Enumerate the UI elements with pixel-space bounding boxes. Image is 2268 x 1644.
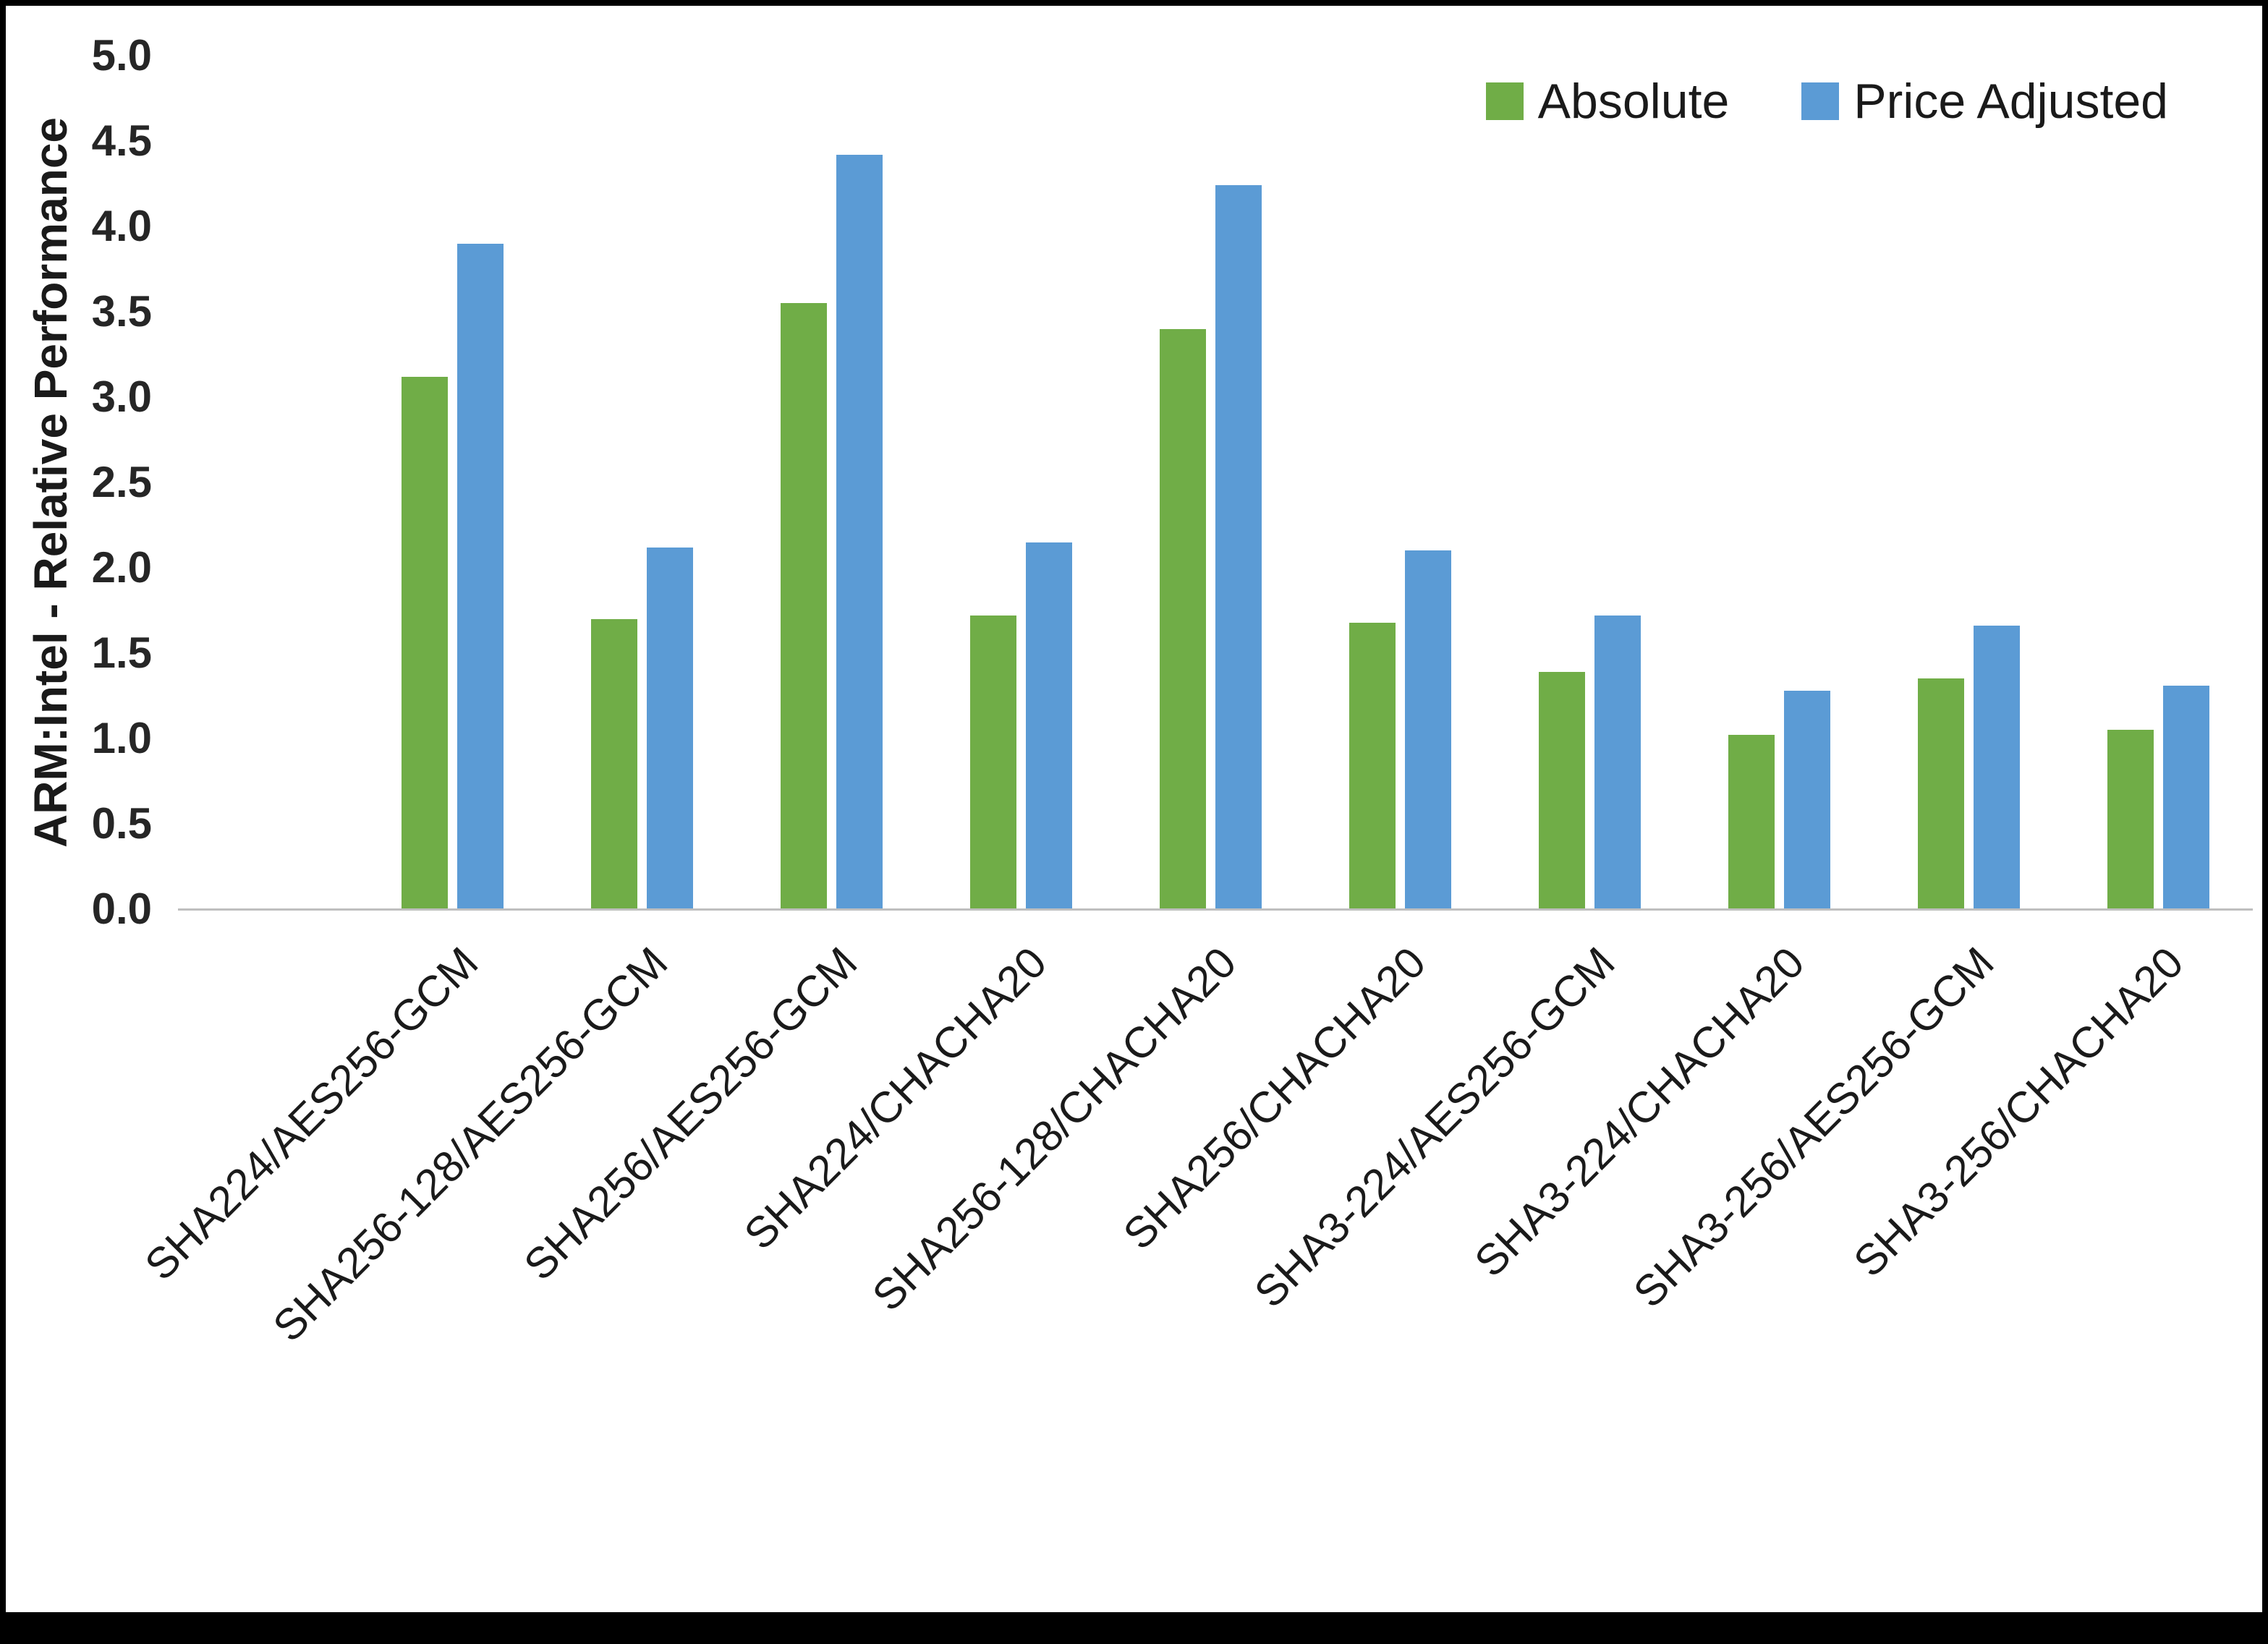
bar-absolute: [1917, 678, 1964, 909]
y-axis-ticks: 5.0 4.5 4.0 3.5 3.0 2.5 2.0 1.5 1.0 0.5 0.0: [6, 34, 152, 931]
x-axis-labels: SHA224/AES256-GCM SHA256-128/AES256-GCM SH…: [135, 926, 2253, 1612]
y-tick-label: 1.0: [91, 714, 152, 762]
y-tick-label: 4.5: [91, 116, 152, 165]
bar-group: [1874, 56, 2063, 909]
bar-group: [1116, 56, 1305, 909]
y-tick-label: 3.0: [91, 372, 152, 421]
x-label-cell: SHA224/CHACHA20: [735, 926, 1116, 1612]
bar-absolute: [780, 303, 827, 909]
bar-absolute: [1728, 735, 1775, 909]
bar-price-adjusted: [1404, 550, 1451, 909]
bar-price-adjusted: [1973, 626, 2020, 909]
bar-price-adjusted: [456, 243, 504, 909]
y-tick-label: 3.5: [91, 287, 152, 336]
plot-area: [178, 56, 2253, 911]
legend-swatch-icon: [1801, 82, 1840, 120]
y-tick-label: 0.5: [91, 799, 152, 848]
x-label-cell: SHA224/AES256-GCM: [135, 926, 547, 1612]
y-tick-label: 5.0: [91, 31, 152, 80]
bar-group: [357, 56, 547, 909]
bar-price-adjusted: [836, 154, 883, 909]
bar-price-adjusted: [1594, 616, 1641, 909]
x-label-cell: SHA3-256/CHACHA20: [1845, 926, 2253, 1612]
bar-absolute: [1159, 328, 1206, 909]
x-label-cell: SHA3-224/CHACHA20: [1466, 926, 1874, 1612]
bar-price-adjusted: [646, 547, 693, 909]
bar-price-adjusted: [1025, 542, 1072, 909]
bar-group: [926, 56, 1116, 909]
bar-group: [1305, 56, 1495, 909]
x-axis-line: [178, 908, 2253, 911]
y-tick-label: 2.5: [91, 458, 152, 506]
legend-label: Price Adjusted: [1853, 74, 2168, 129]
bar-group: [2063, 56, 2253, 909]
legend-label: Absolute: [1537, 74, 1730, 129]
bar-absolute: [401, 376, 448, 909]
bar-absolute: [2107, 730, 2154, 909]
y-tick-label: 1.5: [91, 629, 152, 677]
bar-price-adjusted: [1783, 690, 1830, 909]
bar-group: [547, 56, 736, 909]
x-label-cell: SHA256/CHACHA20: [1114, 926, 1495, 1612]
y-tick-label: 0.0: [91, 885, 152, 933]
bar-absolute: [590, 618, 637, 909]
legend: Absolute Price Adjusted: [1485, 74, 2168, 129]
bars-container: [357, 56, 2253, 909]
bar-absolute: [969, 616, 1016, 909]
bar-group: [1495, 56, 1684, 909]
y-tick-label: 2.0: [91, 543, 152, 592]
legend-item: Price Adjusted: [1801, 77, 2168, 126]
x-label-cell: SHA256-128/AES256-GCM: [263, 926, 736, 1612]
bar-price-adjusted: [1215, 185, 1262, 909]
bar-group: [1684, 56, 1874, 909]
x-axis-label: SHA224/AES256-GCM: [135, 937, 488, 1290]
legend-swatch-icon: [1485, 82, 1524, 120]
legend-item: Absolute: [1485, 74, 1730, 129]
x-label-cell: SHA3-256/AES256-GCM: [1624, 926, 2063, 1612]
bar-absolute: [1349, 622, 1396, 909]
y-tick-label: 4.0: [91, 202, 152, 250]
bar-group: [736, 56, 926, 909]
bar-price-adjusted: [2162, 685, 2209, 909]
bar-absolute: [1538, 671, 1585, 909]
